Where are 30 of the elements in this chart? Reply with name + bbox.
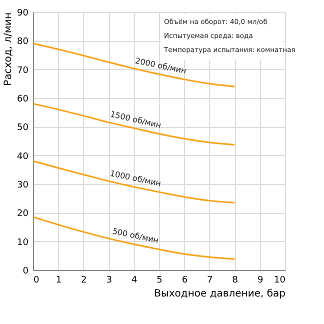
line-series	[32, 160, 236, 204]
y-tick-label: 80	[17, 37, 29, 48]
x-tick-label: 9	[257, 276, 264, 286]
text: 1000 об/мин	[109, 168, 162, 188]
x-tick-label: 4	[131, 276, 138, 286]
y-tick-label: 90	[17, 8, 29, 18]
text: 500 об/мин	[112, 226, 160, 245]
x-tick-label: 2	[81, 276, 87, 286]
y-tick-label: 60	[17, 94, 29, 104]
x-tick-label: 10	[274, 276, 286, 286]
y-tick-label: 40	[17, 152, 29, 162]
x-tick-label: 8	[232, 276, 238, 286]
x-tick-label: 6	[182, 276, 188, 286]
text: 2000 об/мин	[134, 56, 188, 76]
x-tick-label: 1	[56, 276, 62, 286]
text: 1500 об/мин	[109, 110, 162, 130]
x-tick-label: 3	[106, 276, 112, 286]
y-tick-label: 0	[22, 266, 29, 276]
y-tick-label: 50	[17, 123, 29, 134]
line-series	[32, 216, 236, 260]
x-axis-title: Выходное давление, бар	[154, 288, 286, 300]
y-axis-title: Расход, л/мин	[3, 12, 14, 86]
x-tick-label: 5	[156, 276, 162, 286]
x-tick-label: 0	[34, 276, 40, 286]
line-series	[32, 102, 236, 146]
y-tick-label: 10	[17, 238, 29, 248]
y-tick-label: 70	[17, 66, 29, 76]
x-tick-label: 7	[207, 276, 213, 286]
y-tick-label: 30	[17, 180, 29, 190]
y-tick-label: 20	[17, 209, 29, 220]
